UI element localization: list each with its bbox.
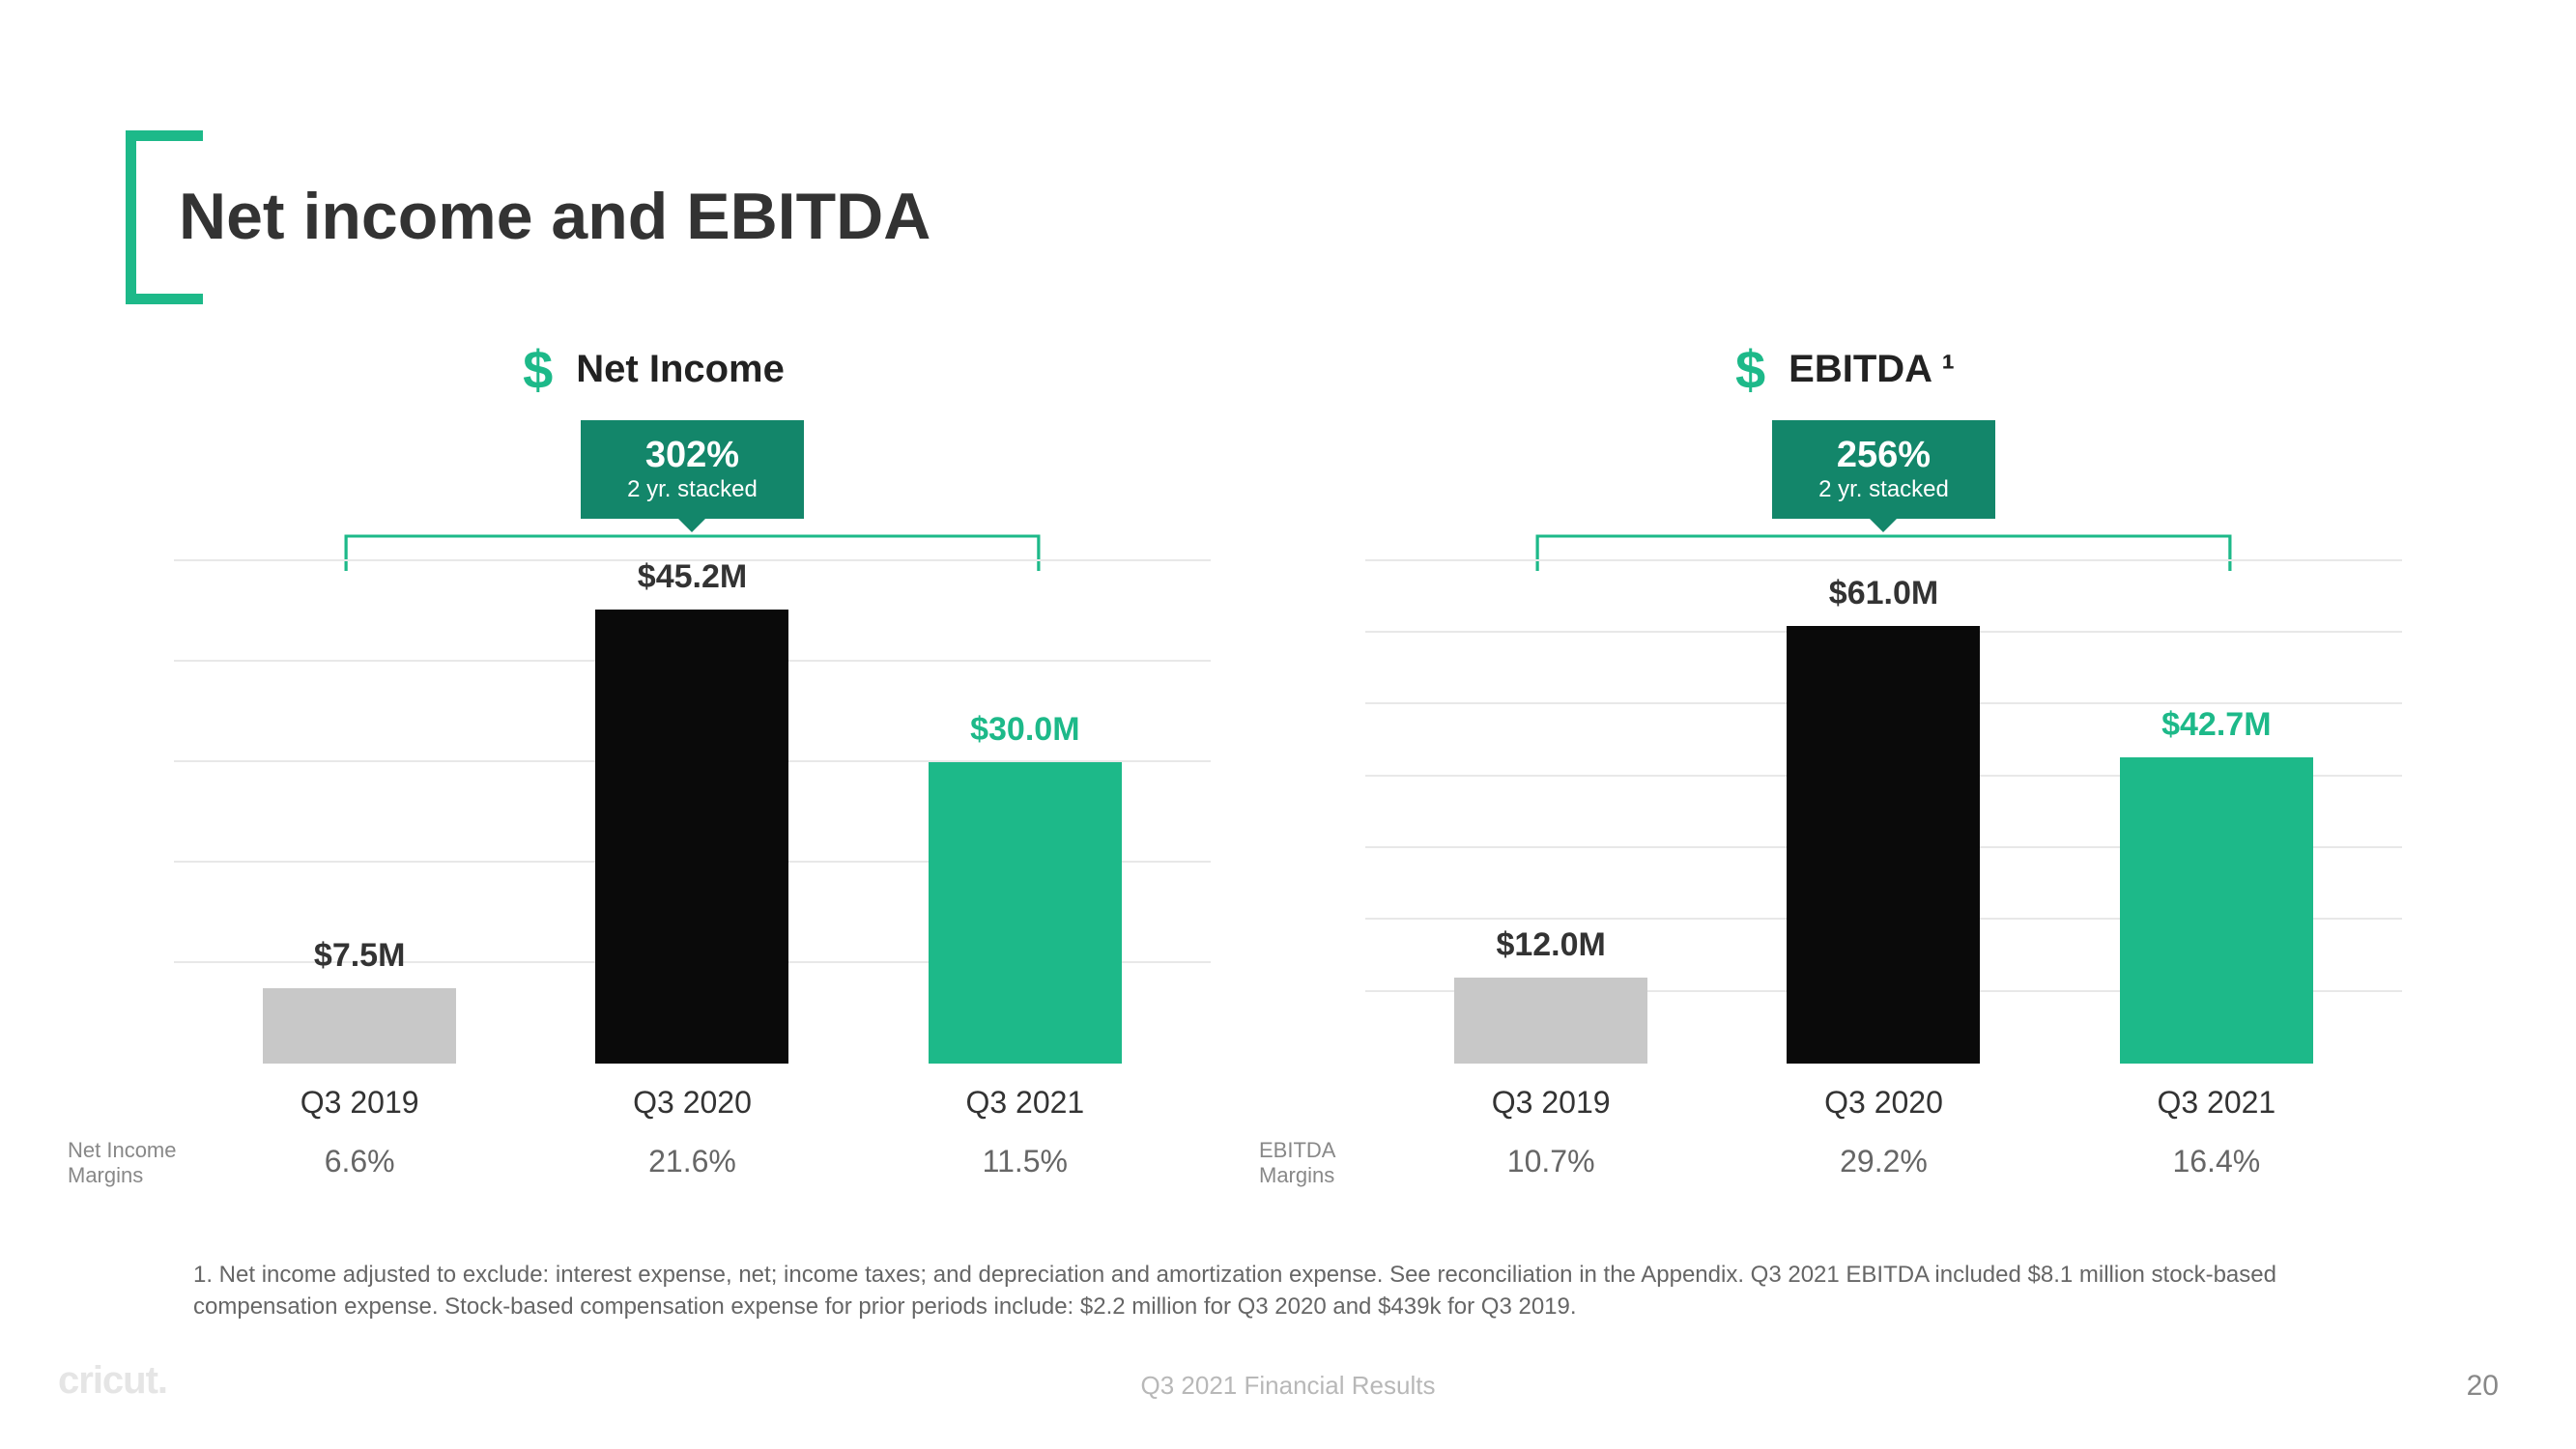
margin-value: 29.2% [1734, 1144, 2034, 1179]
bars-group: $12.0M $61.0M $42.7M [1365, 561, 2402, 1064]
growth-badge: 302% 2 yr. stacked [174, 420, 1211, 519]
bar-value-label: $30.0M [970, 711, 1079, 749]
bar [263, 988, 456, 1064]
x-axis-label: Q3 2020 [543, 1085, 843, 1121]
margin-value: 21.6% [543, 1144, 843, 1179]
bar [1787, 626, 1980, 1064]
x-axis-labels: Q3 2019 Q3 2020 Q3 2021 [174, 1064, 1211, 1121]
margins-row-label: EBITDA Margins [1259, 1138, 1394, 1189]
bar-value-label: $45.2M [638, 558, 747, 596]
charts-container: $ Net Income 302% 2 yr. stacked $7.5M $45… [174, 338, 2402, 1179]
bar [595, 610, 788, 1064]
bar-column: $30.0M [875, 711, 1175, 1064]
badge-subtitle: 2 yr. stacked [627, 476, 758, 503]
bar-value-label: $61.0M [1829, 575, 1938, 612]
growth-badge: 256% 2 yr. stacked [1365, 420, 2402, 519]
chart-header: $ Net Income [135, 338, 1172, 401]
bar-value-label: $42.7M [2161, 706, 2271, 744]
margin-value: 10.7% [1401, 1144, 1701, 1179]
margins-values: 10.7% 29.2% 16.4% [1385, 1144, 2383, 1179]
x-axis-label: Q3 2019 [210, 1085, 509, 1121]
bars-group: $7.5M $45.2M $30.0M [174, 561, 1211, 1064]
bar-column: $12.0M [1401, 926, 1701, 1064]
badge-subtitle: 2 yr. stacked [1818, 476, 1949, 503]
margins-row: Net Income Margins6.6%21.6%11.5% [174, 1121, 1211, 1179]
chart-header: $ EBITDA ¹ [1327, 338, 2363, 401]
x-axis-label: Q3 2021 [875, 1085, 1175, 1121]
chart-title: Net Income [576, 348, 785, 391]
badge-percent: 256% [1818, 436, 1949, 476]
slide-title: Net income and EBITDA [179, 179, 930, 254]
dollar-icon: $ [1735, 338, 1765, 401]
brand-logo-text: cricut. [58, 1359, 167, 1403]
margin-value: 6.6% [210, 1144, 509, 1179]
bar-column: $42.7M [2067, 706, 2366, 1064]
margins-row-label: Net Income Margins [68, 1138, 203, 1189]
bar-chart: $ EBITDA ¹ 256% 2 yr. stacked $12.0M $61.… [1365, 338, 2402, 1179]
margins-row: EBITDA Margins10.7%29.2%16.4% [1365, 1121, 2402, 1179]
chart-title: EBITDA ¹ [1789, 348, 1955, 391]
footer-caption: Q3 2021 Financial Results [1141, 1371, 1436, 1401]
plot-area: $12.0M $61.0M $42.7M [1365, 561, 2402, 1064]
margins-values: 6.6% 21.6% 11.5% [193, 1144, 1191, 1179]
badge-percent: 302% [627, 436, 758, 476]
bar-column: $7.5M [210, 937, 509, 1064]
bar [2120, 757, 2313, 1064]
bar [1454, 978, 1647, 1064]
margin-value: 11.5% [875, 1144, 1175, 1179]
plot-area: $7.5M $45.2M $30.0M [174, 561, 1211, 1064]
x-axis-label: Q3 2019 [1401, 1085, 1701, 1121]
margin-value: 16.4% [2067, 1144, 2366, 1179]
footnote-text: 1. Net income adjusted to exclude: inter… [193, 1259, 2383, 1323]
bar-chart: $ Net Income 302% 2 yr. stacked $7.5M $45… [174, 338, 1211, 1179]
page-number: 20 [2467, 1370, 2499, 1403]
bar-column: $61.0M [1734, 575, 2034, 1064]
x-axis-label: Q3 2021 [2067, 1085, 2366, 1121]
dollar-icon: $ [523, 338, 553, 401]
bar-value-label: $7.5M [314, 937, 406, 975]
bar-column: $45.2M [543, 558, 843, 1064]
x-axis-labels: Q3 2019 Q3 2020 Q3 2021 [1365, 1064, 2402, 1121]
bar-value-label: $12.0M [1496, 926, 1605, 964]
bar [929, 762, 1122, 1064]
x-axis-label: Q3 2020 [1734, 1085, 2034, 1121]
